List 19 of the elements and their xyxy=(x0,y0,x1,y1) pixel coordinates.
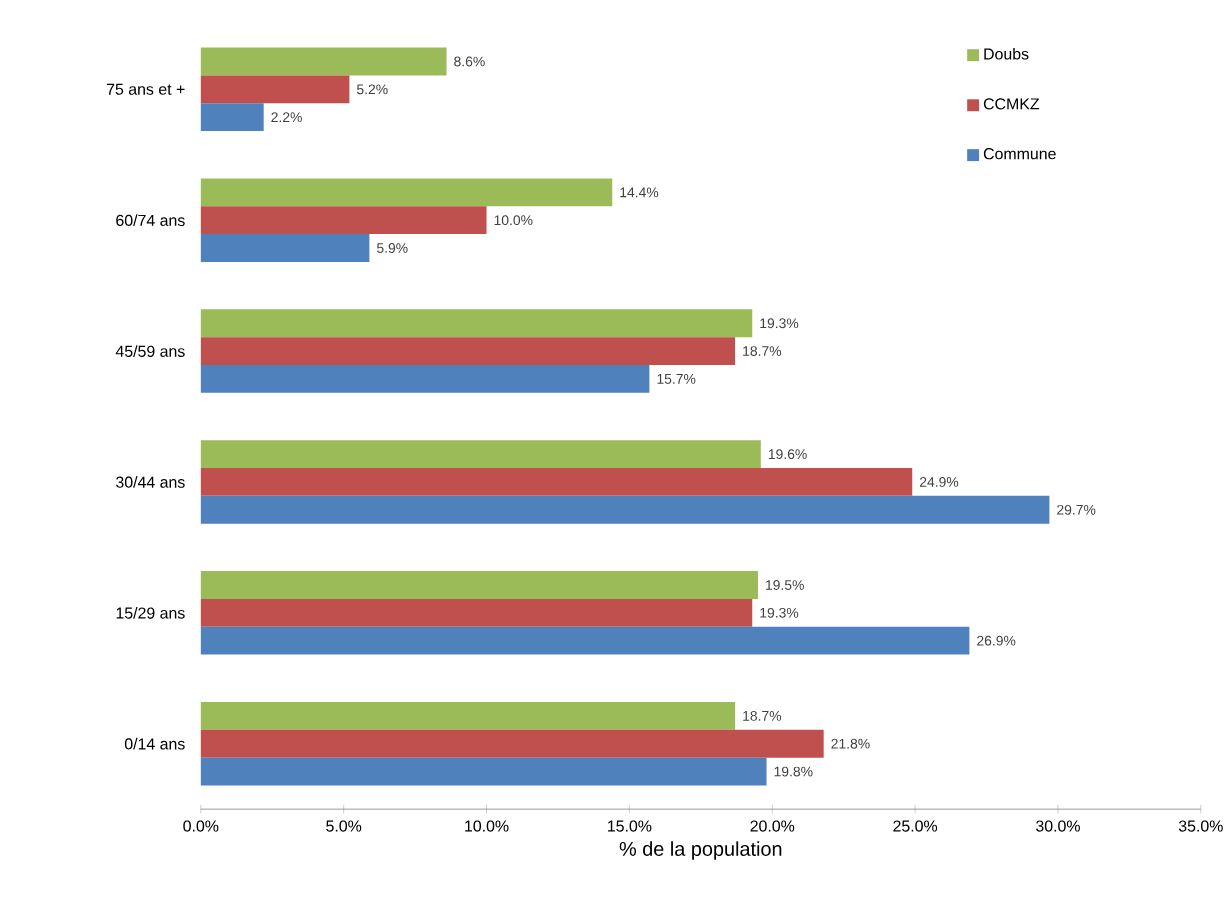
bar xyxy=(200,598,753,627)
bar xyxy=(200,336,736,365)
bar xyxy=(200,75,350,103)
bar xyxy=(200,364,650,393)
bar xyxy=(200,47,447,76)
bar xyxy=(200,102,264,131)
bar xyxy=(200,233,370,262)
bar xyxy=(200,626,970,655)
bar xyxy=(200,309,753,337)
bar xyxy=(200,570,758,599)
bar xyxy=(200,467,913,496)
bar xyxy=(200,701,736,730)
bar xyxy=(200,178,613,207)
bar xyxy=(200,439,761,468)
bar xyxy=(200,206,487,234)
bar xyxy=(200,729,824,758)
bar xyxy=(200,757,767,786)
bar xyxy=(200,495,1050,524)
x-axis-title: % de la population xyxy=(619,841,782,860)
